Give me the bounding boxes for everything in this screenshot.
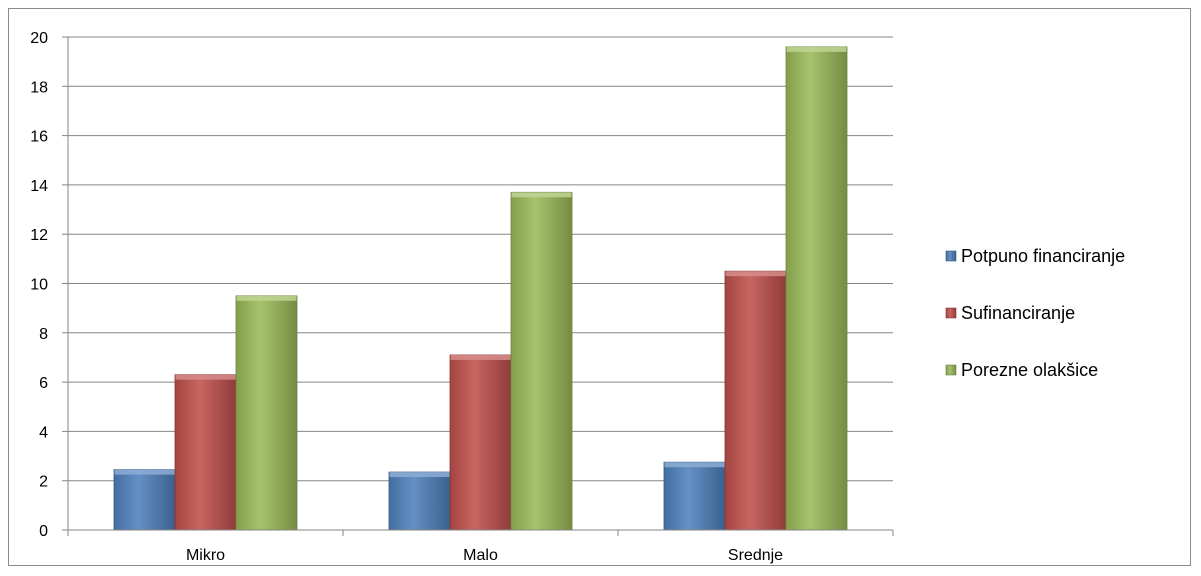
y-axis-ticks: 0 2 4 6 8 10 12 14 16 18 20 — [30, 30, 68, 540]
legend-label: Porezne olakšice — [961, 360, 1098, 380]
x-axis-ticks: Mikro Malo Srednje — [67, 530, 894, 564]
bar-top-highlight — [175, 374, 236, 380]
bar-top-highlight — [389, 472, 450, 478]
y-tick-label: 8 — [39, 326, 48, 343]
bar-3 — [235, 295, 298, 531]
legend-swatch — [945, 250, 957, 262]
legend-label: Potpuno financiranje — [961, 246, 1125, 266]
bar-top-highlight — [450, 354, 511, 360]
y-tick-label: 16 — [30, 129, 48, 146]
bar-1 — [663, 461, 726, 531]
legend-swatch — [945, 307, 957, 319]
y-tick-label: 20 — [30, 30, 48, 47]
legend-label: Sufinanciranje — [961, 303, 1075, 323]
bar-top-highlight — [114, 469, 175, 475]
bar-top-highlight — [786, 46, 847, 52]
bars — [113, 46, 848, 531]
x-tick-label: Mikro — [186, 547, 225, 564]
bar-top-highlight — [725, 271, 786, 277]
bar-top-highlight — [511, 192, 572, 198]
y-tick-label: 6 — [39, 375, 48, 392]
bar-3 — [510, 191, 573, 531]
legend: Potpuno financiranje Sufinanciranje Porezn… — [945, 246, 1125, 380]
y-tick-label: 0 — [39, 523, 48, 540]
x-tick-label: Srednje — [728, 547, 783, 564]
bar-3 — [785, 46, 848, 531]
bar-top-highlight — [664, 462, 725, 468]
y-tick-label: 4 — [39, 424, 48, 441]
y-tick-label: 2 — [39, 474, 48, 491]
bar-1 — [388, 471, 451, 531]
bar-2 — [449, 354, 512, 531]
y-tick-label: 12 — [30, 227, 48, 244]
legend-entry: Porezne olakšice — [945, 360, 1098, 380]
y-tick-label: 18 — [30, 79, 48, 96]
legend-swatch — [945, 364, 957, 376]
legend-entry: Sufinanciranje — [945, 303, 1075, 323]
y-tick-label: 14 — [30, 178, 48, 195]
bar-1 — [113, 469, 176, 531]
bar-2 — [174, 374, 237, 531]
legend-entry: Potpuno financiranje — [945, 246, 1125, 266]
x-tick-label: Malo — [463, 547, 498, 564]
bar-2 — [724, 270, 787, 531]
y-tick-label: 10 — [30, 277, 48, 294]
bar-top-highlight — [236, 295, 297, 301]
